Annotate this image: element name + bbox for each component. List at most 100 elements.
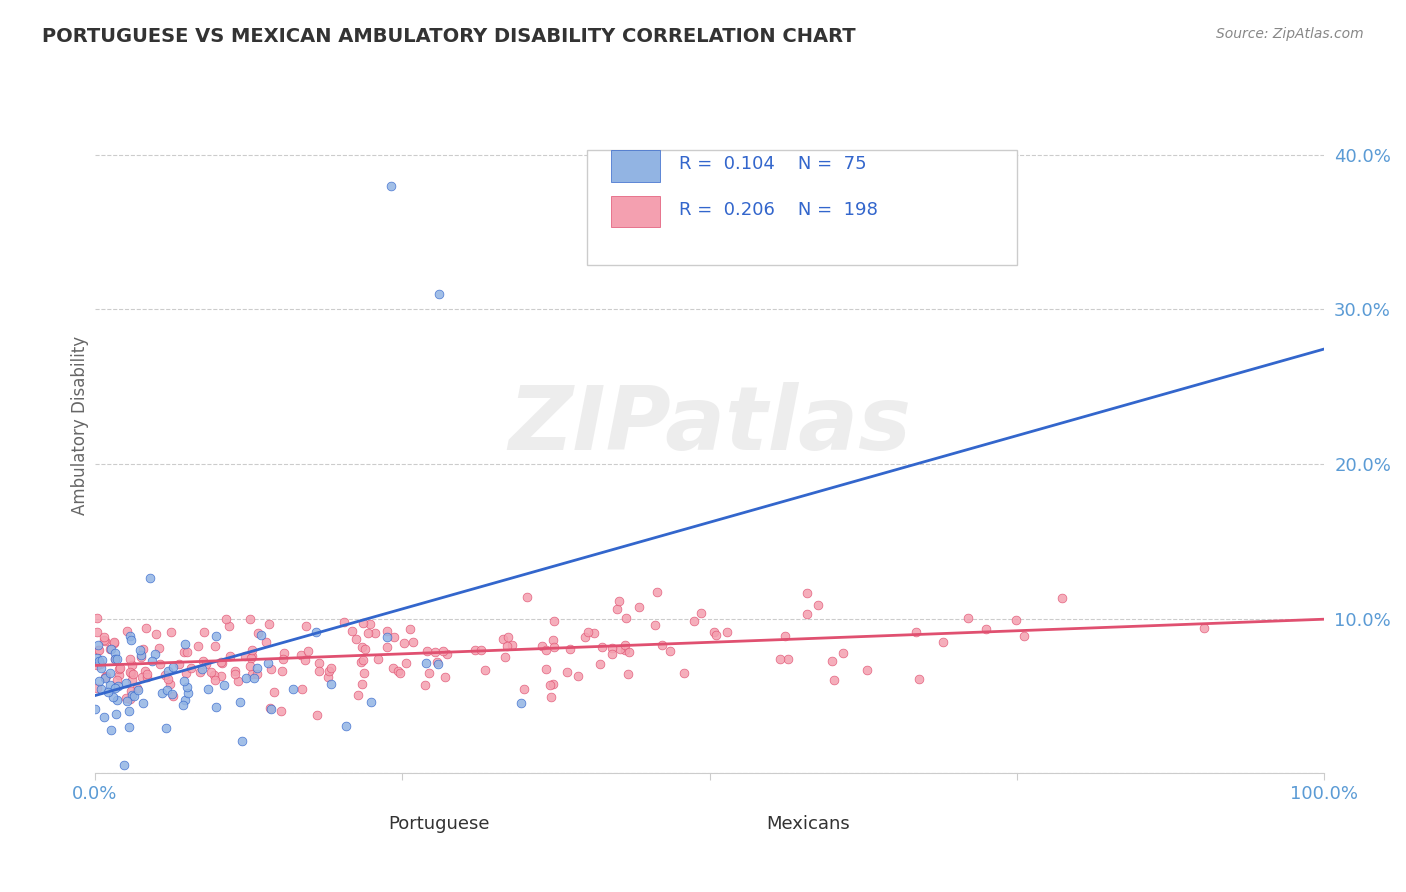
FancyBboxPatch shape — [612, 195, 661, 227]
Point — [104, 651, 127, 665]
Point — [856, 663, 879, 677]
Point — [193, 655, 215, 669]
Point — [574, 630, 596, 644]
Point — [160, 687, 183, 701]
Point — [153, 668, 176, 682]
Point — [224, 664, 246, 678]
Point — [416, 643, 439, 657]
Point — [86, 611, 108, 625]
Point — [498, 630, 520, 644]
Point — [375, 630, 398, 644]
Point — [395, 657, 418, 671]
Point — [105, 706, 128, 721]
Point — [205, 700, 228, 714]
Point — [613, 638, 636, 652]
Point — [239, 650, 262, 665]
Point — [831, 646, 853, 660]
Point — [270, 665, 292, 679]
Point — [103, 690, 125, 704]
Point — [204, 639, 226, 653]
Point — [107, 679, 129, 693]
Point — [614, 610, 637, 624]
Point — [614, 643, 637, 657]
Point — [240, 643, 263, 657]
Point — [176, 680, 198, 694]
Point — [541, 632, 564, 647]
Point — [100, 723, 122, 737]
Point — [204, 629, 226, 643]
Point — [347, 688, 370, 702]
Point — [332, 615, 354, 629]
Point — [180, 661, 202, 675]
Point — [617, 666, 640, 681]
Point — [389, 665, 412, 680]
Point — [104, 651, 127, 665]
Point — [187, 639, 209, 653]
Point — [120, 665, 142, 680]
Point — [155, 721, 177, 735]
Point — [214, 678, 236, 692]
Point — [350, 677, 373, 691]
Point — [200, 665, 222, 680]
Point — [703, 624, 725, 639]
Point — [257, 656, 280, 670]
Point — [131, 641, 153, 656]
Point — [364, 626, 387, 640]
Point — [606, 601, 628, 615]
Point — [247, 626, 270, 640]
Point — [115, 675, 138, 690]
Point — [1194, 621, 1216, 635]
Point — [413, 678, 436, 692]
Point — [127, 683, 149, 698]
Point — [494, 649, 516, 664]
Point — [103, 634, 125, 648]
FancyBboxPatch shape — [612, 151, 661, 182]
Point — [259, 700, 281, 714]
Text: PORTUGUESE VS MEXICAN AMBULATORY DISABILITY CORRELATION CHART: PORTUGUESE VS MEXICAN AMBULATORY DISABIL… — [42, 27, 856, 45]
Point — [93, 632, 115, 647]
Point — [177, 686, 200, 700]
Point — [125, 681, 148, 695]
Point — [931, 635, 953, 649]
Point — [716, 625, 738, 640]
Point — [218, 618, 240, 632]
Point — [305, 625, 328, 640]
Point — [134, 664, 156, 678]
Point — [427, 657, 450, 671]
Point — [1005, 614, 1028, 628]
Point — [145, 627, 167, 641]
Point — [305, 708, 328, 723]
Point — [645, 584, 668, 599]
Point — [350, 640, 373, 654]
Point — [644, 617, 666, 632]
Point — [534, 663, 557, 677]
Point — [294, 653, 316, 667]
Point — [534, 643, 557, 657]
Point — [367, 652, 389, 666]
Point — [103, 635, 125, 649]
Point — [86, 681, 108, 695]
Point — [576, 624, 599, 639]
Point — [90, 661, 112, 675]
Point — [619, 645, 641, 659]
Point — [513, 682, 536, 697]
Point — [259, 702, 281, 716]
Point — [193, 625, 215, 640]
Point — [120, 652, 142, 666]
Point — [567, 669, 589, 683]
Point — [316, 670, 339, 684]
Point — [257, 616, 280, 631]
Point — [381, 660, 404, 674]
Point — [380, 178, 402, 193]
Point — [219, 648, 242, 663]
Point — [392, 636, 415, 650]
Text: ZIPatlas: ZIPatlas — [508, 382, 911, 469]
Point — [105, 692, 128, 706]
Point — [90, 682, 112, 697]
Point — [319, 677, 342, 691]
Point — [135, 621, 157, 635]
Point — [156, 683, 179, 698]
Point — [464, 642, 486, 657]
Point — [778, 652, 800, 666]
Point — [246, 661, 269, 675]
